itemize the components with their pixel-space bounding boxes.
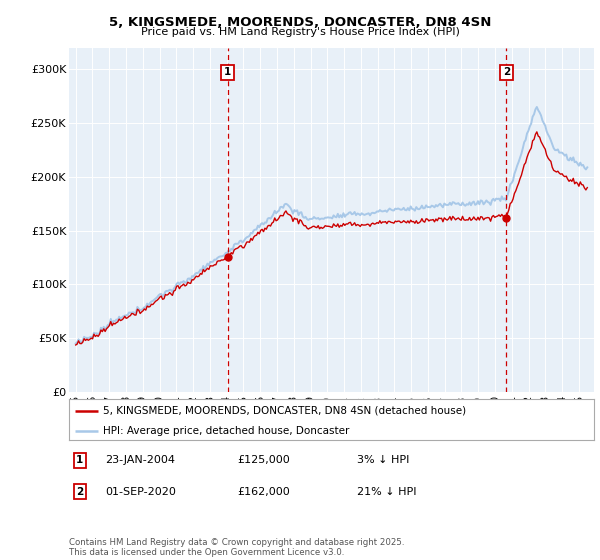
Text: 21% ↓ HPI: 21% ↓ HPI — [357, 487, 416, 497]
Text: 01-SEP-2020: 01-SEP-2020 — [105, 487, 176, 497]
Text: 23-JAN-2004: 23-JAN-2004 — [105, 455, 175, 465]
Text: Contains HM Land Registry data © Crown copyright and database right 2025.
This d: Contains HM Land Registry data © Crown c… — [69, 538, 404, 557]
Text: 2: 2 — [76, 487, 83, 497]
Text: 2: 2 — [503, 67, 510, 77]
Text: 5, KINGSMEDE, MOORENDS, DONCASTER, DN8 4SN: 5, KINGSMEDE, MOORENDS, DONCASTER, DN8 4… — [109, 16, 491, 29]
Text: £162,000: £162,000 — [237, 487, 290, 497]
Text: HPI: Average price, detached house, Doncaster: HPI: Average price, detached house, Donc… — [103, 426, 349, 436]
Text: £125,000: £125,000 — [237, 455, 290, 465]
Text: Price paid vs. HM Land Registry's House Price Index (HPI): Price paid vs. HM Land Registry's House … — [140, 27, 460, 37]
Text: 5, KINGSMEDE, MOORENDS, DONCASTER, DN8 4SN (detached house): 5, KINGSMEDE, MOORENDS, DONCASTER, DN8 4… — [103, 405, 466, 416]
Text: 3% ↓ HPI: 3% ↓ HPI — [357, 455, 409, 465]
Text: 1: 1 — [76, 455, 83, 465]
Text: 1: 1 — [224, 67, 231, 77]
